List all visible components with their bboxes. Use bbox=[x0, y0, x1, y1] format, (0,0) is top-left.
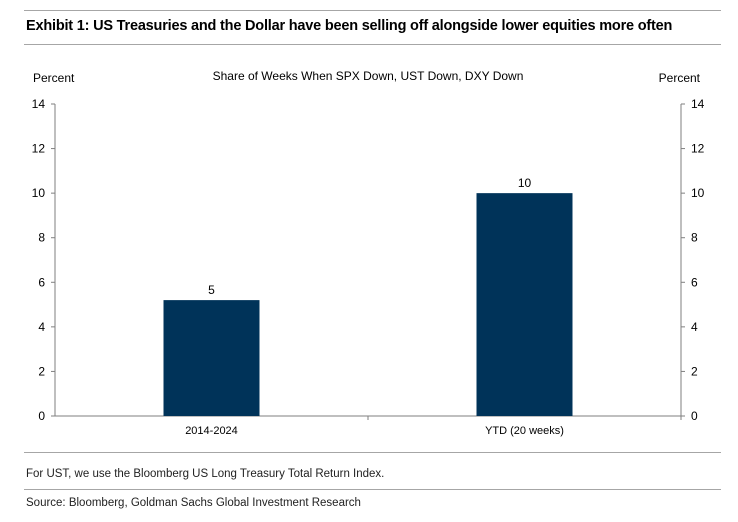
right-y-tick-label: 6 bbox=[691, 275, 698, 289]
right-y-tick-label: 10 bbox=[691, 186, 705, 200]
exhibit-frame: Exhibit 1: US Treasuries and the Dollar … bbox=[14, 0, 724, 522]
bar-chart: Share of Weeks When SPX Down, UST Down, … bbox=[32, 69, 705, 437]
top-rule bbox=[24, 10, 721, 11]
left-y-tick-label: 4 bbox=[38, 320, 45, 334]
right-y-tick-label: 2 bbox=[691, 364, 698, 378]
right-y-tick-label: 8 bbox=[691, 231, 698, 245]
left-y-tick-label: 12 bbox=[32, 142, 46, 156]
right-axis-label: Percent bbox=[659, 71, 701, 85]
bar bbox=[163, 300, 260, 416]
right-y-tick-label: 0 bbox=[691, 409, 698, 423]
bar bbox=[476, 193, 573, 416]
chart-bottom-rule bbox=[24, 452, 721, 453]
left-y-tick-label: 6 bbox=[38, 275, 45, 289]
source-note: Source: Bloomberg, Goldman Sachs Global … bbox=[26, 497, 361, 509]
x-tick-label: 2014-2024 bbox=[185, 425, 238, 437]
left-y-tick-label: 2 bbox=[38, 364, 45, 378]
left-axis-label: Percent bbox=[33, 71, 75, 85]
left-y-tick-label: 14 bbox=[32, 97, 46, 111]
footnote-rule bbox=[24, 489, 721, 490]
right-y-tick-label: 4 bbox=[691, 320, 698, 334]
exhibit-title: Exhibit 1: US Treasuries and the Dollar … bbox=[26, 18, 673, 34]
left-y-tick-label: 0 bbox=[38, 409, 45, 423]
left-y-tick-label: 8 bbox=[38, 231, 45, 245]
x-tick-label: YTD (20 weeks) bbox=[485, 425, 564, 437]
bar-data-label: 5 bbox=[208, 283, 215, 297]
right-y-tick-label: 12 bbox=[691, 142, 705, 156]
footnote: For UST, we use the Bloomberg US Long Tr… bbox=[26, 468, 385, 480]
left-y-tick-label: 10 bbox=[32, 186, 46, 200]
bar-data-label: 10 bbox=[518, 176, 532, 190]
right-y-tick-label: 14 bbox=[691, 97, 705, 111]
chart-title: Share of Weeks When SPX Down, UST Down, … bbox=[213, 69, 524, 83]
title-rule bbox=[24, 44, 721, 45]
